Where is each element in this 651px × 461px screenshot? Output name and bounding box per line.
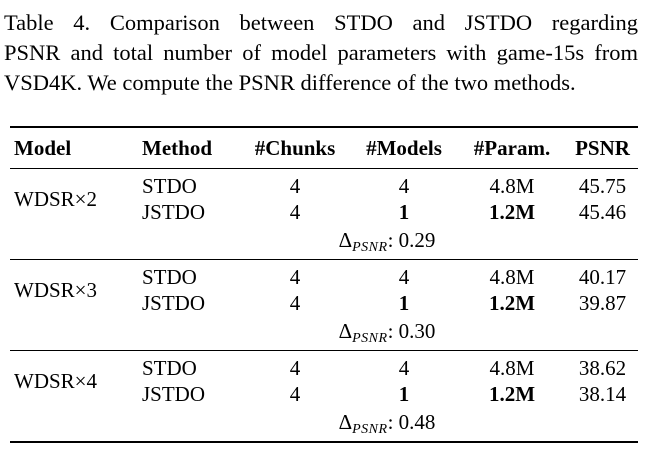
table-row: WDSR×3 STDO 4 4 4.8M 40.17: [10, 260, 638, 302]
delta-value: : 0.29: [387, 228, 436, 252]
models-cell: 1: [398, 199, 410, 224]
empty-cell: [10, 316, 136, 351]
header-method: Method: [136, 126, 239, 169]
header-row: Model Method #Chunks #Models #Param. PSN…: [10, 126, 638, 169]
param-cell: 1.2M: [488, 199, 536, 224]
table-row: JSTDO 4 1 1.2M 45.46: [10, 199, 638, 225]
caption-line: VSD4K. We compute the PSNR difference of…: [4, 70, 576, 95]
delta-subscript: PSNR: [352, 422, 388, 437]
psnr-cell: 38.14: [578, 381, 627, 406]
model-cell: WDSR×2: [14, 186, 98, 211]
table-caption: Table 4. Comparison between STDO and JST…: [4, 8, 638, 98]
models-cell: 4: [398, 173, 410, 198]
psnr-cell: 45.46: [578, 199, 627, 224]
param-cell: 4.8M: [489, 355, 535, 380]
method-cell: JSTDO: [142, 381, 206, 406]
caption-line: PSNR and total number of model parameter…: [4, 40, 638, 65]
delta-symbol: Δ: [338, 228, 353, 252]
comparison-table-wrap: Model Method #Chunks #Models #Param. PSN…: [10, 126, 638, 443]
delta-symbol: Δ: [338, 319, 353, 343]
empty-cell: [10, 407, 136, 443]
delta-symbol: Δ: [338, 410, 353, 434]
empty-cell: [10, 225, 136, 260]
psnr-cell: 45.75: [578, 173, 627, 198]
method-cell: STDO: [142, 264, 197, 289]
models-cell: 4: [398, 264, 410, 289]
delta-subscript: PSNR: [352, 240, 388, 255]
delta-value: : 0.48: [387, 410, 436, 434]
method-cell: STDO: [142, 355, 197, 380]
header-chunks: #Chunks: [239, 126, 351, 169]
delta-row: ΔPSNR: 0.48: [10, 407, 638, 443]
chunks-cell: 4: [289, 355, 301, 380]
comparison-table: Model Method #Chunks #Models #Param. PSN…: [10, 126, 638, 443]
header-param: #Param.: [457, 126, 567, 169]
param-cell: 1.2M: [488, 381, 536, 406]
models-cell: 4: [398, 355, 410, 380]
method-cell: JSTDO: [142, 199, 206, 224]
psnr-cell: 38.62: [578, 355, 627, 380]
delta-row: ΔPSNR: 0.30: [10, 316, 638, 351]
param-cell: 4.8M: [489, 264, 535, 289]
caption-line: Table 4. Comparison between STDO and JST…: [4, 10, 638, 35]
chunks-cell: 4: [289, 264, 301, 289]
delta-subscript: PSNR: [352, 331, 388, 346]
method-cell: JSTDO: [142, 290, 206, 315]
delta-row: ΔPSNR: 0.29: [10, 225, 638, 260]
param-cell: 1.2M: [488, 290, 536, 315]
table-row: JSTDO 4 1 1.2M 39.87: [10, 290, 638, 316]
chunks-cell: 4: [289, 290, 301, 315]
delta-cell: ΔPSNR: 0.29: [136, 225, 638, 260]
psnr-cell: 40.17: [578, 264, 627, 289]
chunks-cell: 4: [289, 381, 301, 406]
delta-cell: ΔPSNR: 0.48: [136, 407, 638, 443]
delta-cell: ΔPSNR: 0.30: [136, 316, 638, 351]
delta-value: : 0.30: [387, 319, 436, 343]
table-row: WDSR×2 STDO 4 4 4.8M 45.75: [10, 169, 638, 211]
model-cell: WDSR×4: [14, 368, 98, 393]
table-row: WDSR×4 STDO 4 4 4.8M 38.62: [10, 351, 638, 393]
chunks-cell: 4: [289, 199, 301, 224]
header-model: Model: [10, 126, 136, 169]
psnr-cell: 39.87: [578, 290, 627, 315]
header-psnr: PSNR: [567, 126, 638, 169]
param-cell: 4.8M: [489, 173, 535, 198]
models-cell: 1: [398, 381, 410, 406]
chunks-cell: 4: [289, 173, 301, 198]
header-models: #Models: [351, 126, 457, 169]
models-cell: 1: [398, 290, 410, 315]
method-cell: STDO: [142, 173, 197, 198]
table-row: JSTDO 4 1 1.2M 38.14: [10, 381, 638, 407]
model-cell: WDSR×3: [14, 277, 98, 302]
